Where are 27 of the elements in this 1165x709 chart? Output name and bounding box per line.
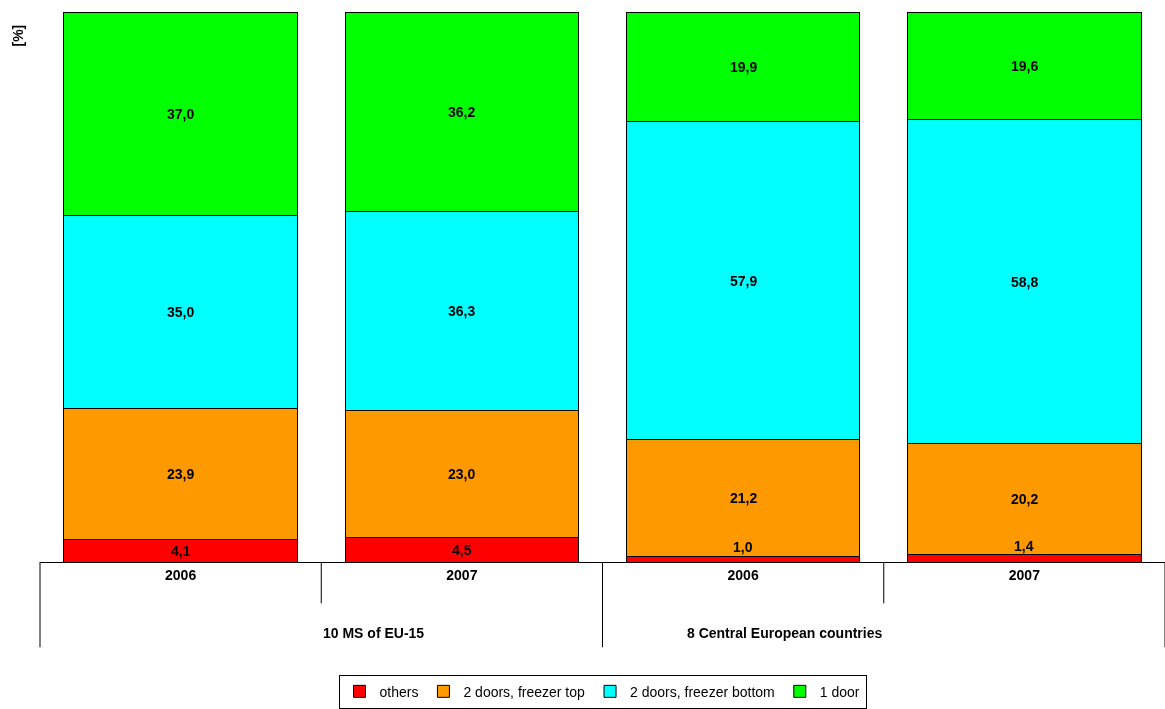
y-axis-title: [%] <box>9 24 26 47</box>
data-label: 1,4 <box>1014 538 1034 554</box>
data-label: 35,0 <box>167 304 195 320</box>
x-tick-label: 2006 <box>727 566 759 583</box>
data-label: 1,0 <box>733 539 753 555</box>
data-label: 37,0 <box>167 106 195 122</box>
data-label: 19,9 <box>730 59 758 75</box>
data-label: 23,9 <box>167 466 195 482</box>
legend-label: 2 doors, freezer bottom <box>630 683 775 700</box>
data-label: 36,3 <box>448 303 476 319</box>
legend-label: 1 door <box>819 683 860 700</box>
data-label: 19,6 <box>1011 58 1039 74</box>
data-label: 21,2 <box>730 490 758 506</box>
data-label: 57,9 <box>730 273 758 289</box>
data-label: 4,1 <box>171 543 191 559</box>
data-label: 20,2 <box>1011 491 1039 507</box>
text: 10 MS of EU-15 <box>323 625 425 641</box>
data-label: 58,8 <box>1011 274 1039 290</box>
x-tick-label: 2007 <box>446 566 478 583</box>
data-label: 23,0 <box>448 466 476 482</box>
legend-label: others <box>379 683 419 700</box>
x-tick-label: 2007 <box>1008 566 1041 583</box>
legend-label: 2 doors, freezer top <box>463 683 586 700</box>
data-label: 4,5 <box>452 542 472 558</box>
data-label: 36,2 <box>448 104 476 120</box>
text: 8 Central European countries <box>687 625 883 641</box>
x-tick-label: 2006 <box>165 566 197 583</box>
